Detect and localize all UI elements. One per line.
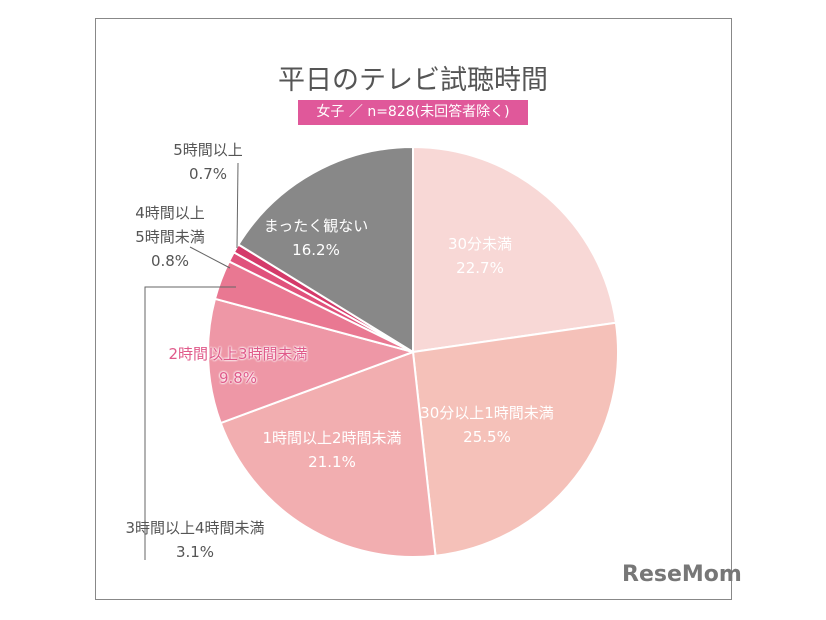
chart-subtitle: 女子 ／ n=828(未回答者除く): [298, 100, 528, 125]
slice-value: 9.8%: [218, 369, 258, 387]
pie-slice: [207, 297, 417, 425]
pie-slice: [237, 145, 414, 354]
chart-frame: [95, 18, 732, 600]
leader-line: [236, 162, 239, 249]
resemom-logo: ReseMom: [622, 562, 742, 587]
slice-label: 2時間以上3時間未満 9.8%: [168, 342, 307, 390]
slice-label: 30分以上1時間未満 25.5%: [420, 401, 554, 449]
slice-label: まったく観ない 16.2%: [264, 214, 368, 262]
slice-value: 0.7%: [188, 165, 228, 183]
slice-label: 30分未満 22.7%: [448, 232, 512, 280]
slice-name: 4時間以上: [135, 204, 205, 222]
leader-line: [144, 286, 236, 560]
slice-name: 3時間以上4時間未満: [125, 519, 265, 537]
slice-label: 1時間以上2時間未満 21.1%: [262, 426, 401, 474]
slice-name: 5時間未満: [135, 228, 205, 246]
slice-name: 1時間以上2時間未満: [262, 429, 402, 447]
slice-name: 30分未満: [447, 235, 513, 253]
slice-value: 25.5%: [463, 428, 511, 446]
slice-name: 30分以上1時間未満: [420, 404, 554, 422]
slice-value: 16.2%: [292, 241, 340, 259]
pie-slice: [411, 321, 619, 557]
slice-value: 0.8%: [150, 252, 190, 270]
slice-name: 2時間以上3時間未満: [168, 345, 308, 363]
slice-label: 3時間以上4時間未満 3.1%: [125, 516, 264, 564]
slice-value: 22.7%: [456, 259, 504, 277]
pie-slice: [412, 145, 618, 354]
leader-line: [189, 246, 231, 269]
slice-name: 5時間以上: [173, 141, 243, 159]
slice-name: まったく観ない: [263, 217, 369, 235]
slice-label: 5時間以上 0.7%: [173, 138, 243, 186]
slice-value: 3.1%: [175, 543, 215, 561]
chart-title: 平日のテレビ試聴時間: [278, 65, 548, 96]
slice-value: 21.1%: [308, 453, 356, 471]
slice-label: 4時間以上 5時間未満 0.8%: [135, 201, 205, 273]
